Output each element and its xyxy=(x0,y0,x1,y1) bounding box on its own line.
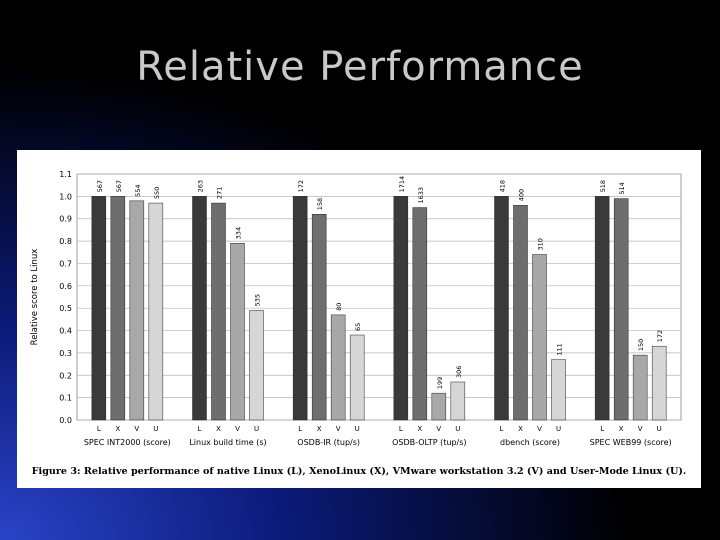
bar-value-label: 550 xyxy=(153,187,161,199)
series-tick-label: U xyxy=(254,425,259,433)
series-tick-label: L xyxy=(97,425,101,433)
bar xyxy=(532,254,547,421)
slide-title: Relative Performance xyxy=(136,44,584,90)
series-tick-label: U xyxy=(556,425,561,433)
series-tick-label: V xyxy=(134,425,139,433)
bar xyxy=(613,198,629,421)
bar xyxy=(129,200,145,421)
y-tick-label: 0.4 xyxy=(59,327,72,336)
bar-value-label: 65 xyxy=(354,323,362,331)
bar-value-label: 400 xyxy=(518,189,526,201)
series-tick-label: U xyxy=(657,425,662,433)
bar xyxy=(551,359,566,421)
bar xyxy=(211,202,226,421)
bar-value-label: 334 xyxy=(235,227,243,239)
y-tick-label: 0.9 xyxy=(59,215,72,224)
bar xyxy=(91,196,107,421)
y-tick-label: 0.1 xyxy=(59,394,72,403)
bar xyxy=(192,196,207,421)
figure-panel: 0.0 0.1 0.2 0.3 0.4 0.5 0.6 0.7 0.8 0.9 1.0 1.1 Rela… xyxy=(17,150,701,488)
category-label: SPEC WEB99 (score) xyxy=(590,438,672,447)
bar-value-label: 80 xyxy=(335,303,343,311)
y-tick-label: 1.1 xyxy=(59,170,72,179)
y-tick-label: 0.7 xyxy=(59,259,72,268)
y-tick-label: 0.2 xyxy=(59,371,72,380)
bar-value-label: 263 xyxy=(197,180,205,192)
bar xyxy=(148,202,164,421)
category-label: OSDB-OLTP (tup/s) xyxy=(392,438,466,447)
bar xyxy=(393,196,409,421)
bar-chart: 0.0 0.1 0.2 0.3 0.4 0.5 0.6 0.7 0.8 0.9 1.0 1.1 Rela… xyxy=(30,170,682,447)
plot-area xyxy=(76,173,682,421)
bar xyxy=(450,381,466,421)
bar xyxy=(249,310,264,421)
bar-value-label: 518 xyxy=(599,180,607,192)
series-tick-label: X xyxy=(115,425,120,433)
bar xyxy=(412,207,428,421)
bar-value-label: 567 xyxy=(115,180,123,192)
figure-caption: Figure 3: Relative performance of native… xyxy=(31,466,687,477)
series-tick-label: X xyxy=(619,425,624,433)
bar-value-label: 310 xyxy=(537,238,545,250)
bar-value-label: 1633 xyxy=(417,187,425,204)
y-tick-label: 0.3 xyxy=(59,349,72,358)
bar-value-label: 535 xyxy=(254,294,262,306)
bar xyxy=(349,334,365,421)
series-tick-label: X xyxy=(317,425,322,433)
y-tick-label: 0.5 xyxy=(59,304,72,313)
series-tick-label: X xyxy=(417,425,422,433)
bar xyxy=(110,196,126,421)
category-label: SPEC INT2000 (score) xyxy=(84,438,171,447)
series-tick-label: V xyxy=(537,425,542,433)
series-tick-label: U xyxy=(455,425,460,433)
bar-value-label: 150 xyxy=(637,339,645,351)
y-tick-label: 0.6 xyxy=(59,282,72,291)
bar-value-label: 1714 xyxy=(398,176,406,193)
bar-value-label: 554 xyxy=(134,184,142,196)
bar-value-label: 418 xyxy=(499,180,507,192)
series-tick-label: U xyxy=(355,425,360,433)
y-tick-label: 0.8 xyxy=(59,237,72,246)
category-label: Linux build time (s) xyxy=(189,438,266,447)
y-tick-label: 0.0 xyxy=(59,416,72,425)
bar xyxy=(651,345,667,421)
bar-value-label: 111 xyxy=(556,343,564,355)
bar xyxy=(494,196,509,421)
series-tick-label: X xyxy=(518,425,523,433)
bar xyxy=(431,392,447,421)
category-label: OSDB-IR (tup/s) xyxy=(297,438,360,447)
series-tick-label: V xyxy=(336,425,341,433)
category-label: dbench (score) xyxy=(500,438,560,447)
series-tick-label: V xyxy=(638,425,643,433)
series-tick-label: V xyxy=(436,425,441,433)
bar xyxy=(311,214,327,421)
y-axis-label: Relative score to Linux xyxy=(30,249,40,346)
series-tick-label: L xyxy=(500,425,504,433)
bar xyxy=(292,196,308,421)
bar-value-label: 567 xyxy=(96,180,104,192)
bar-value-label: 271 xyxy=(216,187,224,199)
series-tick-label: U xyxy=(153,425,158,433)
bar xyxy=(330,314,346,421)
bar xyxy=(230,243,245,421)
bar xyxy=(632,354,648,421)
bar-value-label: 172 xyxy=(656,330,664,342)
bar-value-label: 199 xyxy=(436,377,444,389)
bar xyxy=(513,205,528,421)
series-tick-label: X xyxy=(216,425,221,433)
series-tick-label: L xyxy=(600,425,604,433)
series-tick-label: L xyxy=(298,425,302,433)
bar-value-label: 172 xyxy=(297,180,305,192)
series-tick-label: V xyxy=(235,425,240,433)
y-tick-label: 1.0 xyxy=(59,192,72,201)
bar xyxy=(594,196,610,421)
series-tick-label: L xyxy=(198,425,202,433)
series-tick-label: L xyxy=(399,425,403,433)
bar-value-label: 158 xyxy=(316,198,324,210)
bar-value-label: 306 xyxy=(455,366,463,378)
bar-value-label: 514 xyxy=(618,182,626,194)
